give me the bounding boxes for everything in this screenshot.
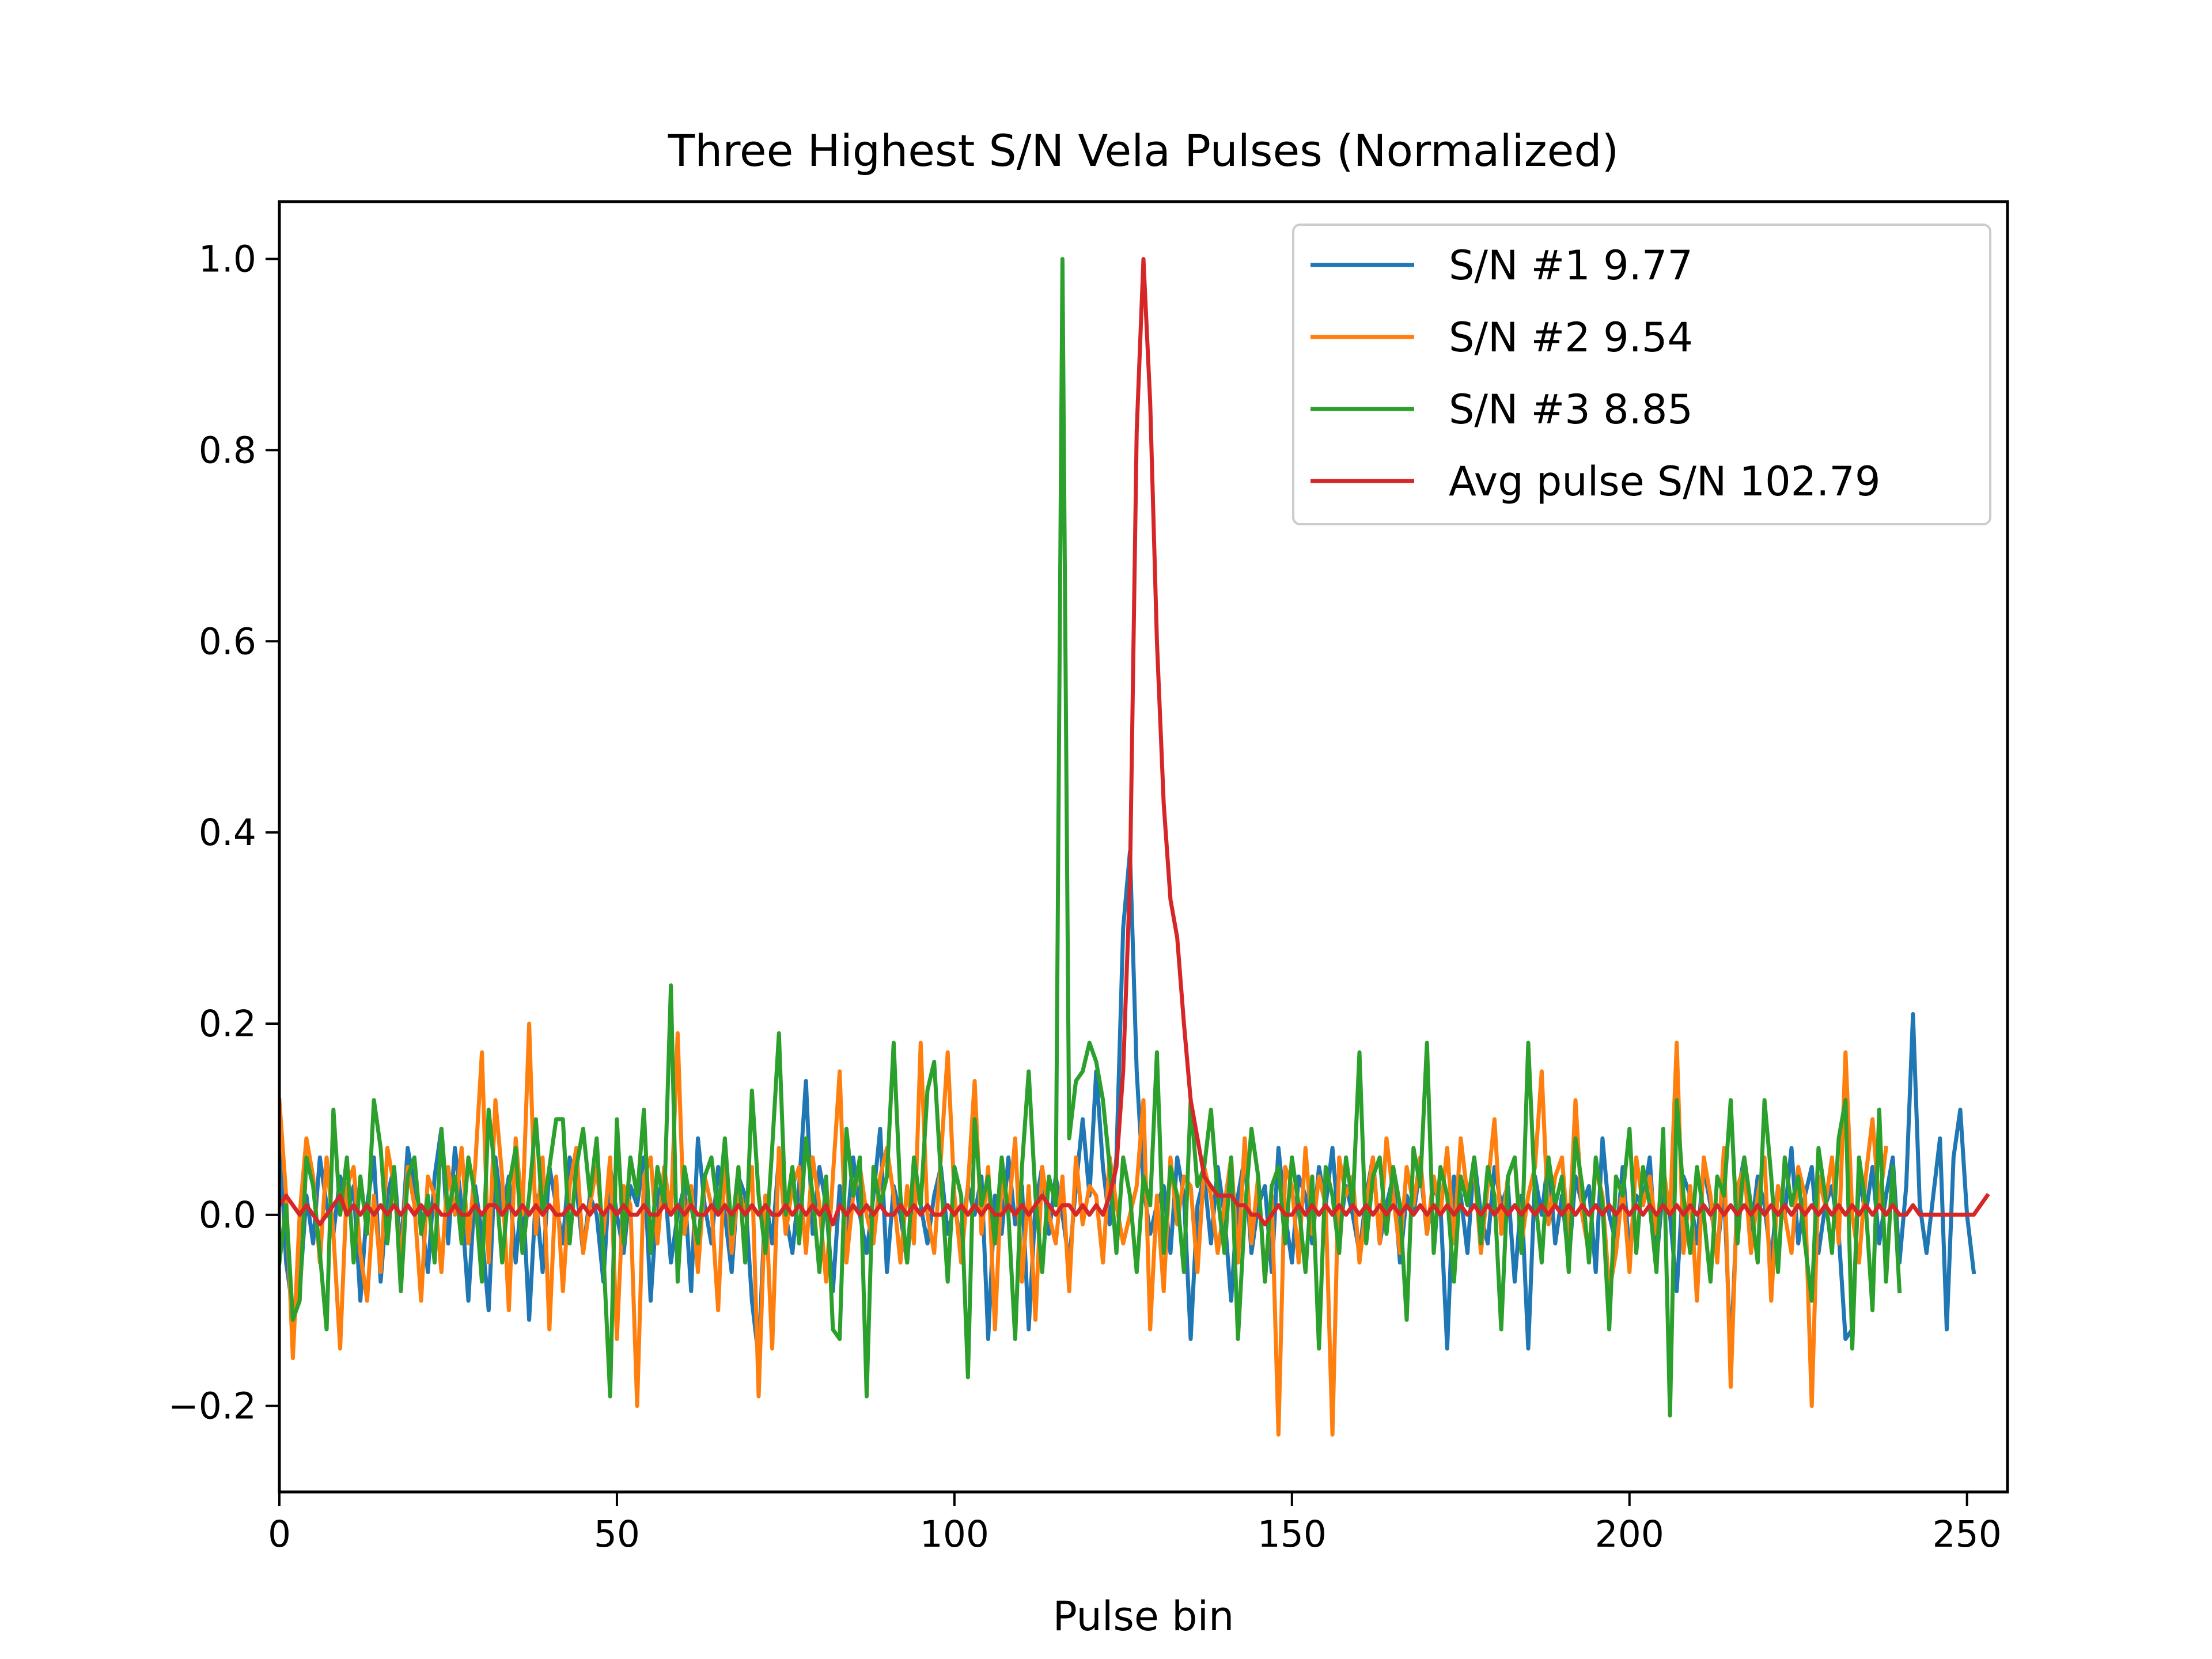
y-axis: −0.2 0.0 0.2 0.4 0.6 0.8 1.0 — [168, 238, 279, 1427]
x-axis: 0 50 100 150 200 250 — [268, 1492, 2002, 1555]
x-tick-label: 100 — [920, 1513, 989, 1555]
y-tick-label: 0.2 — [199, 1003, 256, 1045]
y-tick-label: 0.6 — [199, 620, 256, 662]
legend: S/N #1 9.77 S/N #2 9.54 S/N #3 8.85 Avg pul… — [1292, 224, 1991, 525]
series-line-4 — [279, 257, 1990, 1226]
legend-label-3: S/N #3 8.85 — [1449, 386, 1693, 433]
y-tick-label: 0.8 — [199, 429, 256, 471]
legend-label-2: S/N #2 9.54 — [1449, 314, 1693, 361]
x-tick-label: 250 — [1933, 1513, 2002, 1555]
x-tick-label: 50 — [594, 1513, 640, 1555]
series-line-3 — [279, 257, 1902, 1418]
y-tick-label: 1.0 — [199, 238, 256, 281]
y-tick-label: −0.2 — [168, 1385, 256, 1427]
legend-box — [1292, 224, 1991, 525]
x-axis-label: Pulse bin — [1053, 1593, 1234, 1640]
y-tick-label: 0.4 — [199, 812, 256, 854]
legend-label-1: S/N #1 9.77 — [1449, 242, 1693, 289]
legend-label-4: Avg pulse S/N 102.79 — [1449, 458, 1881, 505]
x-tick-label: 150 — [1257, 1513, 1327, 1555]
y-tick-label: 0.0 — [199, 1194, 256, 1236]
plot-frame — [278, 200, 2009, 1494]
plot-lines — [279, 257, 1990, 1437]
x-tick-label: 200 — [1595, 1513, 1664, 1555]
series-line-2 — [279, 1021, 1888, 1437]
x-tick-label: 0 — [268, 1513, 291, 1555]
chart-title: Three Highest S/N Vela Pulses (Normalize… — [668, 125, 1619, 176]
